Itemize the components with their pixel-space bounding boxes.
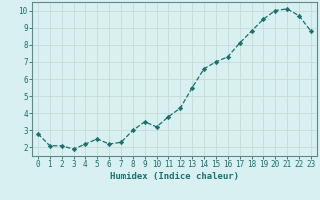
X-axis label: Humidex (Indice chaleur): Humidex (Indice chaleur) (110, 172, 239, 181)
